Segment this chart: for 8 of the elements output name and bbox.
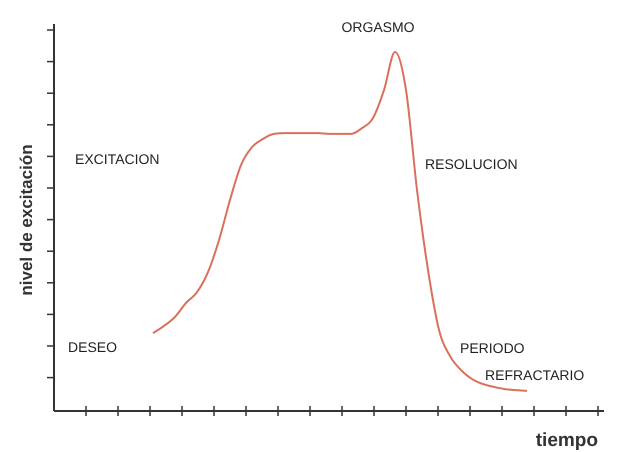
annotation: RESOLUCION (425, 156, 518, 172)
annotation: EXCITACION (75, 151, 160, 167)
annotation: REFRACTARIO (485, 367, 584, 383)
x-axis-title: tiempo (536, 430, 598, 451)
text: ORGASMO (341, 19, 415, 35)
y-axis-title: nivel de excitación (17, 144, 36, 296)
annotation: PERIODO (460, 340, 525, 356)
annotation: DESEO (68, 339, 118, 355)
